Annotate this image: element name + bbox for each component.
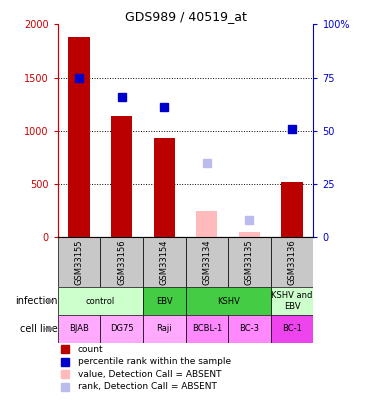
Text: EBV: EBV xyxy=(156,296,173,305)
Bar xyxy=(271,315,313,343)
Text: DG75: DG75 xyxy=(110,324,133,333)
Text: percentile rank within the sample: percentile rank within the sample xyxy=(78,357,231,366)
Bar xyxy=(228,315,271,343)
Text: infection: infection xyxy=(15,296,58,306)
Bar xyxy=(271,237,313,287)
Bar xyxy=(186,315,228,343)
Bar xyxy=(154,138,175,237)
Bar xyxy=(228,237,271,287)
Text: GSM33156: GSM33156 xyxy=(117,239,126,285)
Text: GSM33136: GSM33136 xyxy=(288,239,297,285)
Text: GSM33154: GSM33154 xyxy=(160,239,169,285)
Bar xyxy=(271,287,313,315)
Bar xyxy=(186,287,271,315)
Bar xyxy=(196,211,217,237)
Bar xyxy=(100,315,143,343)
Text: BC-3: BC-3 xyxy=(240,324,259,333)
Text: BJAB: BJAB xyxy=(69,324,89,333)
Text: KSHV and
EBV: KSHV and EBV xyxy=(272,291,313,311)
Text: value, Detection Call = ABSENT: value, Detection Call = ABSENT xyxy=(78,370,221,379)
Bar xyxy=(68,37,89,237)
Text: KSHV: KSHV xyxy=(217,296,240,305)
Text: rank, Detection Call = ABSENT: rank, Detection Call = ABSENT xyxy=(78,382,217,391)
Bar xyxy=(58,315,100,343)
Bar xyxy=(58,237,100,287)
Bar xyxy=(239,232,260,237)
Text: control: control xyxy=(86,296,115,305)
Bar xyxy=(282,182,303,237)
Bar xyxy=(143,315,186,343)
Text: cell line: cell line xyxy=(20,324,58,334)
Text: BC-1: BC-1 xyxy=(282,324,302,333)
Bar xyxy=(186,237,228,287)
Text: GSM33155: GSM33155 xyxy=(74,239,83,285)
Bar xyxy=(111,116,132,237)
Bar xyxy=(58,287,143,315)
Bar xyxy=(143,237,186,287)
Text: Raji: Raji xyxy=(156,324,172,333)
Text: GSM33135: GSM33135 xyxy=(245,239,254,285)
Bar xyxy=(143,287,186,315)
Bar xyxy=(100,237,143,287)
Text: BCBL-1: BCBL-1 xyxy=(192,324,222,333)
Text: count: count xyxy=(78,345,104,354)
Text: GSM33134: GSM33134 xyxy=(202,239,211,285)
Title: GDS989 / 40519_at: GDS989 / 40519_at xyxy=(125,10,246,23)
